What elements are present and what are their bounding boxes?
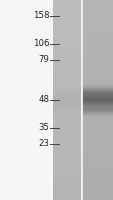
Text: 79: 79 [38, 55, 49, 64]
Text: 48: 48 [38, 96, 49, 104]
Text: 106: 106 [33, 40, 49, 48]
Text: 158: 158 [33, 11, 49, 21]
Text: 35: 35 [38, 123, 49, 132]
Text: 23: 23 [38, 140, 49, 148]
